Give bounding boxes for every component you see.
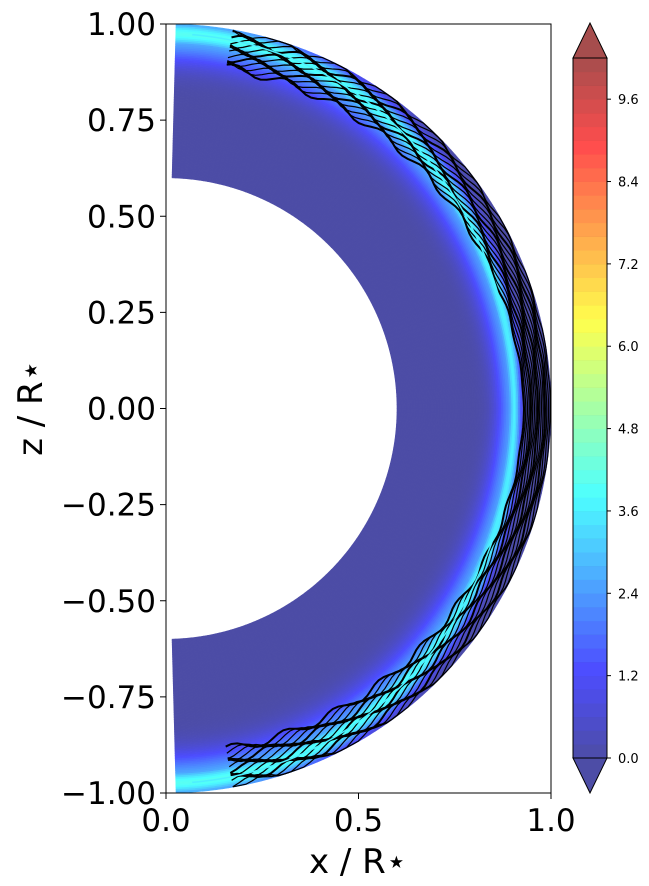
plot-area: 0.0 0.5 1.0 1.000.750.500.250.00−0.25−0.50… xyxy=(61,7,576,839)
contour-field xyxy=(171,24,551,793)
